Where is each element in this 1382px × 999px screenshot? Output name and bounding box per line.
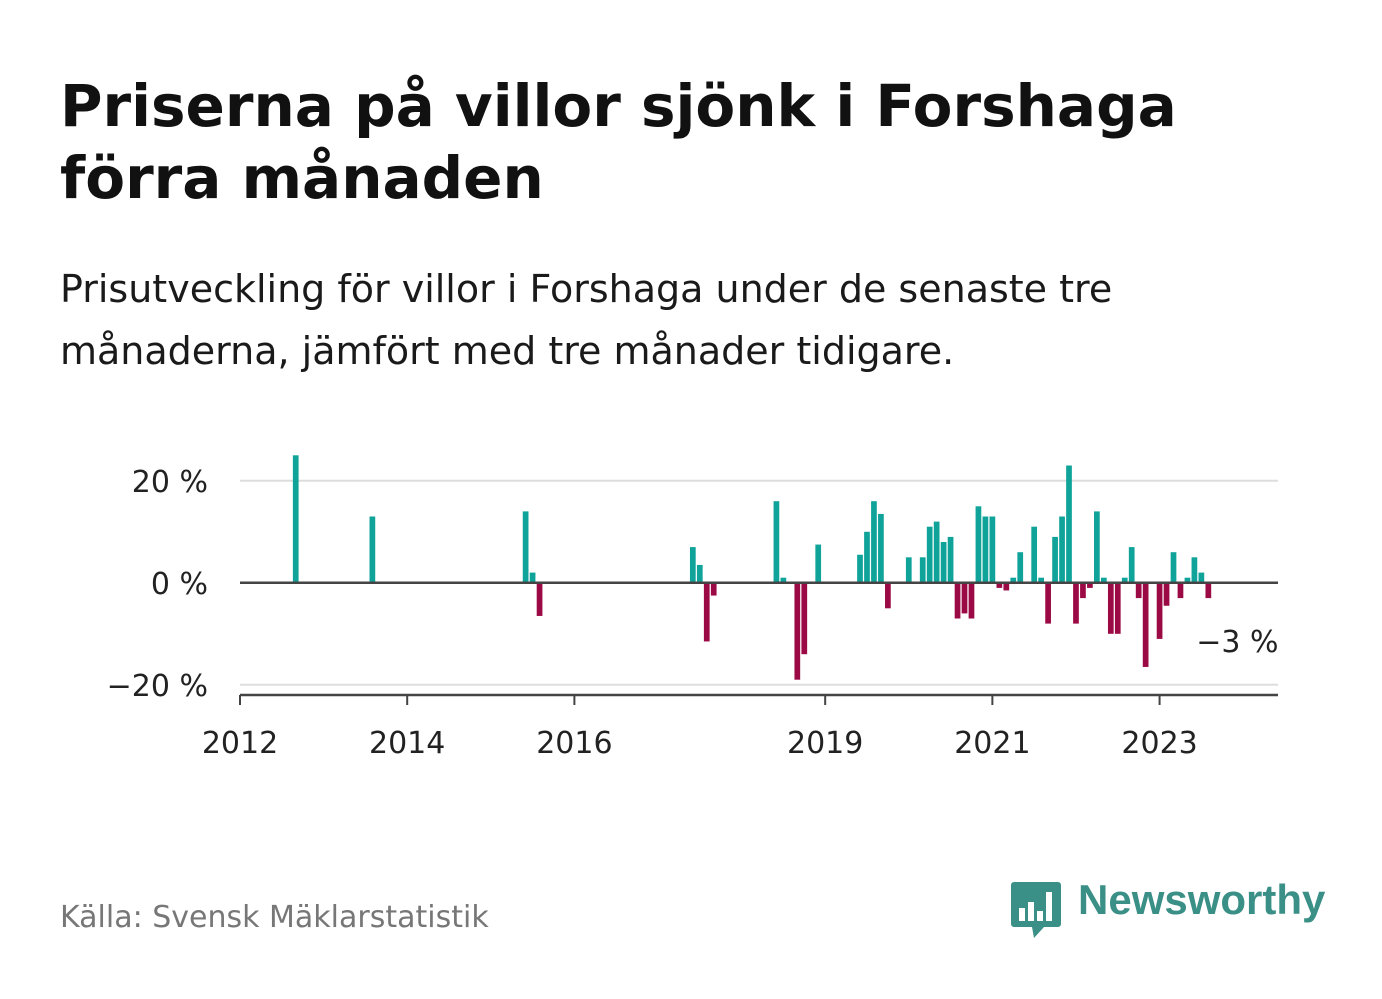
bar: [1198, 572, 1205, 583]
bar: [1094, 511, 1100, 583]
bar: [919, 557, 926, 583]
bar-chart-speech-bubble-icon: [1011, 882, 1061, 938]
bar: [982, 516, 989, 583]
chart-title: Priserna på villor sjönk i Forshaga förr…: [60, 72, 1177, 212]
bar: [996, 582, 1003, 588]
bar: [1142, 582, 1149, 667]
y-tick-label: −20 %: [107, 669, 208, 704]
bar: [926, 526, 933, 583]
bar: [989, 516, 996, 583]
bar: [1080, 582, 1086, 599]
x-tick-label: 2012: [202, 726, 278, 761]
bar: [689, 547, 696, 583]
bar: [1087, 582, 1093, 588]
bar: [1045, 582, 1051, 624]
bar: [780, 577, 787, 583]
bar: [1066, 465, 1072, 583]
bar: [815, 544, 822, 583]
bar: [703, 582, 710, 642]
source-note: Källa: Svensk Mäklarstatistik: [60, 900, 489, 935]
bar: [905, 557, 912, 583]
bar: [1017, 552, 1024, 583]
x-tick-label: 2016: [536, 726, 612, 761]
bar: [1170, 552, 1177, 583]
bar: [1121, 577, 1128, 583]
bar: [1059, 516, 1065, 583]
bar: [1038, 577, 1044, 583]
bar: [1114, 582, 1121, 634]
bar: [794, 582, 801, 680]
bar: [1031, 526, 1038, 583]
x-tick-label: 2023: [1121, 726, 1197, 761]
x-tick-label: 2021: [954, 726, 1030, 761]
bar: [1205, 582, 1212, 599]
bar: [369, 516, 376, 583]
bar: [710, 582, 717, 596]
bar: [864, 531, 870, 583]
bar: [1135, 582, 1142, 599]
bar: [1191, 557, 1198, 583]
bar: [773, 501, 780, 583]
bar: [961, 582, 968, 614]
bar: [968, 582, 975, 619]
bar: [1107, 582, 1114, 634]
x-tick-label: 2014: [369, 726, 445, 761]
bar: [1156, 582, 1163, 639]
bar: [1010, 577, 1017, 583]
bar: [522, 511, 529, 583]
bar: [1073, 582, 1079, 624]
bar: [1052, 536, 1058, 583]
bar: [1003, 582, 1010, 591]
chart-subtitle: Prisutveckling för villor i Forshaga und…: [60, 267, 1113, 373]
bar: [857, 554, 863, 583]
bar: [1100, 577, 1107, 583]
y-tick-label: 0 %: [151, 567, 208, 602]
bar: [871, 501, 877, 583]
x-tick-label: 2019: [787, 726, 863, 761]
bar: [1177, 582, 1184, 599]
bar: [933, 521, 940, 583]
bar: [885, 582, 891, 609]
bar: [292, 455, 299, 583]
bar: [947, 536, 954, 583]
bar: [696, 564, 703, 583]
bar: [536, 582, 543, 616]
bar: [954, 582, 961, 619]
bar: [801, 582, 808, 655]
brand-name: Newsworthy: [1078, 876, 1326, 923]
bar: [940, 542, 947, 583]
bar: [878, 513, 884, 583]
bar: [975, 506, 982, 583]
latest-value-label: −3 %: [1196, 625, 1278, 660]
bar: [1184, 577, 1191, 583]
bar: [1163, 582, 1170, 606]
y-tick-label: 20 %: [132, 465, 208, 500]
bar: [1128, 547, 1135, 583]
bar: [529, 572, 536, 583]
bar-chart: 20 % 0 % −20 % 2012 2014 2016 2019 2021 2023 −3 %: [107, 455, 1278, 761]
